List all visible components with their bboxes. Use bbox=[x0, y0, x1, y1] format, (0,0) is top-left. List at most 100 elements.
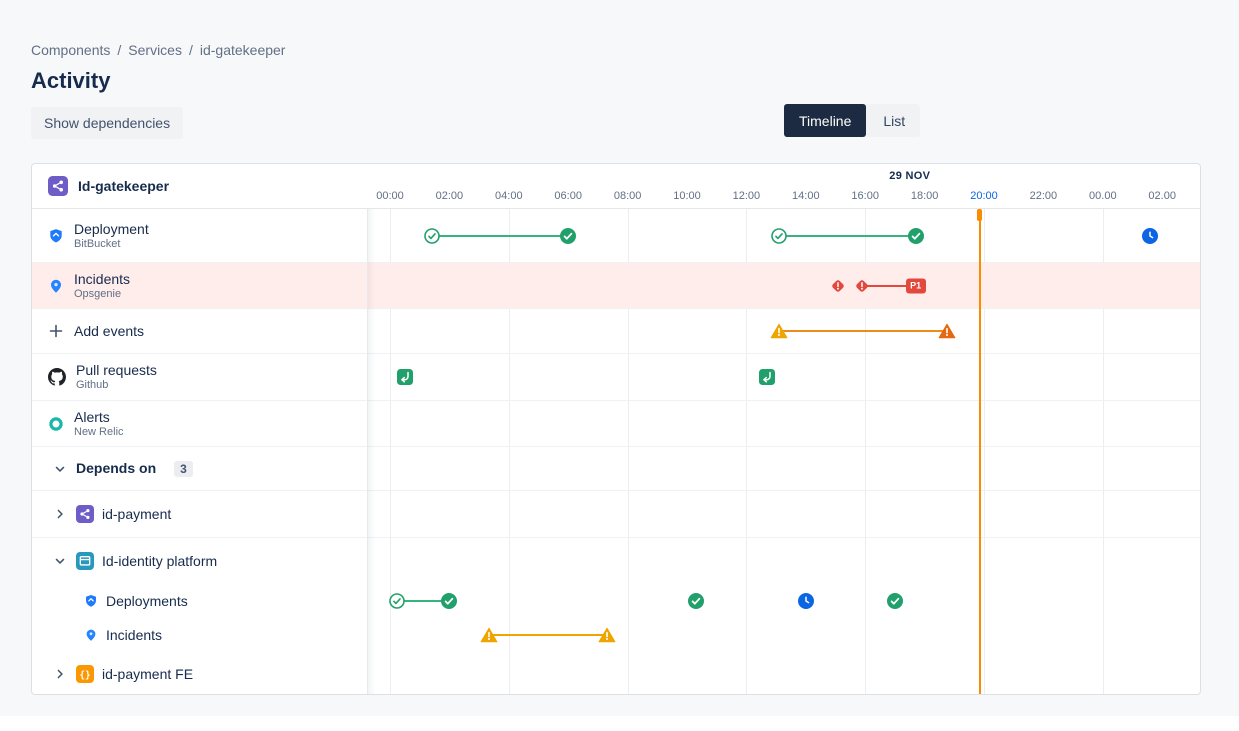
event-check-filled-icon[interactable] bbox=[560, 227, 577, 244]
droplet-icon bbox=[48, 278, 64, 294]
row-labels: Depends on bbox=[76, 460, 156, 477]
row-sublabel: Github bbox=[76, 379, 109, 391]
page-title: Activity bbox=[31, 68, 111, 93]
row-sidebar-add-events[interactable]: Add events bbox=[32, 309, 367, 353]
chevron-down-icon[interactable] bbox=[52, 554, 68, 568]
row-sidebar-depends-on[interactable]: Depends on 3 bbox=[32, 447, 367, 490]
event-alert-red-icon[interactable] bbox=[855, 278, 870, 293]
component-icon-orange: {} bbox=[76, 665, 94, 683]
timeline-rows: Deployment BitBucket Incidents Opsgenie P1 Ad… bbox=[32, 209, 1200, 694]
tick-label: 04:00 bbox=[495, 190, 523, 202]
event-range-line bbox=[397, 600, 450, 602]
row-label: id-payment FE bbox=[102, 665, 194, 682]
breadcrumb-link-components[interactable]: Components bbox=[31, 42, 111, 58]
row-label: Depends on bbox=[76, 460, 157, 476]
event-warning-yellow-icon[interactable] bbox=[481, 627, 498, 643]
now-line bbox=[977, 209, 983, 694]
show-dependencies-button[interactable]: Show dependencies bbox=[31, 107, 184, 139]
row-sidebar-id-payment[interactable]: id-payment bbox=[32, 491, 367, 537]
row-sidebar-alerts: Alerts New Relic bbox=[32, 401, 367, 446]
breadcrumb-separator: / bbox=[117, 42, 122, 58]
chevron-down-icon[interactable] bbox=[52, 462, 68, 476]
row-sidebar-id-payment-fe[interactable]: {} id-payment FE bbox=[32, 652, 367, 694]
row-sidebar-id-identity-platform[interactable]: Id-identity platform bbox=[32, 538, 367, 584]
grid-line bbox=[508, 209, 510, 694]
droplet-icon-sm bbox=[84, 628, 98, 642]
row-label: Pull requests bbox=[76, 362, 157, 378]
row-labels: Incidents Opsgenie bbox=[74, 271, 130, 301]
row-lane-incidents: P1 bbox=[367, 263, 1200, 308]
svg-text:{}: {} bbox=[79, 670, 90, 681]
tick-label: 00.00 bbox=[1089, 190, 1117, 202]
row-lane-identity-incidents bbox=[367, 618, 1200, 652]
row-labels: Id-identity platform bbox=[102, 553, 217, 570]
row-identity-incidents: Incidents bbox=[32, 618, 1200, 652]
plus-icon bbox=[48, 323, 64, 339]
event-range-line bbox=[779, 330, 947, 332]
event-check-filled-icon[interactable] bbox=[441, 593, 458, 609]
row-label: Deployment bbox=[74, 220, 149, 237]
row-label: Alerts bbox=[74, 408, 110, 425]
row-label: Incidents bbox=[74, 270, 131, 287]
row-id-identity-platform: Id-identity platform bbox=[32, 538, 1200, 584]
breadcrumb-separator: / bbox=[188, 42, 193, 58]
github-icon bbox=[48, 368, 66, 386]
component-name: Id-gatekeeper bbox=[78, 178, 170, 194]
event-check-filled-icon[interactable] bbox=[907, 227, 924, 244]
event-alert-red-icon[interactable] bbox=[831, 278, 846, 293]
breadcrumb-link-services[interactable]: Services bbox=[128, 42, 182, 58]
row-label: Incidents bbox=[106, 626, 163, 643]
row-sublabel: New Relic bbox=[74, 425, 124, 438]
grid-line bbox=[984, 209, 985, 694]
event-check-filled-icon[interactable] bbox=[687, 593, 704, 609]
row-lane-pull-requests bbox=[367, 354, 1200, 400]
event-warning-yellow-icon[interactable] bbox=[598, 627, 616, 643]
row-pull-requests: Pull requests Github bbox=[32, 354, 1200, 401]
row-labels: Alerts New Relic bbox=[74, 409, 124, 439]
tick-label: 02:00 bbox=[435, 190, 464, 202]
row-sublabel: Opsgenie bbox=[74, 287, 122, 300]
grid-line bbox=[1102, 209, 1104, 694]
event-check-outline-icon[interactable] bbox=[771, 227, 787, 244]
row-deployment: Deployment BitBucket bbox=[32, 209, 1200, 263]
date-label: 29 NOV bbox=[889, 170, 931, 182]
event-pr-green-icon[interactable] bbox=[396, 369, 413, 385]
event-range-line bbox=[489, 634, 607, 636]
tick-label: 08:00 bbox=[613, 190, 642, 202]
event-clock-blue-icon[interactable] bbox=[1142, 227, 1159, 244]
row-incidents: Incidents Opsgenie P1 bbox=[32, 263, 1200, 309]
event-check-filled-icon[interactable] bbox=[886, 593, 903, 609]
event-range-line bbox=[431, 234, 569, 237]
event-clock-blue-icon[interactable] bbox=[797, 593, 814, 609]
row-sidebar-pull-requests: Pull requests Github bbox=[32, 354, 367, 400]
chevron-right-icon[interactable] bbox=[52, 667, 68, 681]
event-p1-badge-icon[interactable]: P1 bbox=[905, 278, 926, 293]
tick-label: 16:00 bbox=[851, 190, 879, 202]
event-warning-yellow-icon[interactable] bbox=[770, 323, 788, 339]
row-sidebar-identity-incidents: Incidents bbox=[32, 618, 367, 652]
event-pr-green-icon[interactable] bbox=[759, 369, 776, 385]
row-lane-add-events bbox=[367, 309, 1200, 353]
chevron-right-icon[interactable] bbox=[52, 507, 68, 521]
event-warning-orange-icon[interactable] bbox=[938, 323, 956, 339]
row-sidebar-deployment: Deployment BitBucket bbox=[32, 209, 367, 262]
view-tab-timeline[interactable]: Timeline bbox=[784, 104, 867, 137]
row-sublabel: BitBucket bbox=[74, 237, 121, 250]
tick-label: 00:00 bbox=[376, 190, 404, 202]
row-label: Deployments bbox=[106, 592, 188, 609]
component-icon-purple bbox=[76, 505, 94, 523]
row-id-payment: id-payment bbox=[32, 491, 1200, 538]
sidebar-divider bbox=[367, 209, 368, 694]
tick-label: 14:00 bbox=[792, 190, 820, 202]
event-check-outline-icon[interactable] bbox=[389, 593, 406, 609]
row-label[interactable]: Add events bbox=[74, 322, 145, 339]
timeline-header: 29 NOV 00:00 02:00 04:00 06:00 08:00 10:00 12:… bbox=[367, 164, 1200, 208]
grid-line bbox=[746, 209, 748, 694]
panel-header: Id-gatekeeper 29 NOV 00:00 02:00 04:00 06:0… bbox=[32, 164, 1200, 209]
breadcrumb-link-id-gatekeeper[interactable]: id-gatekeeper bbox=[199, 42, 286, 58]
event-check-outline-icon[interactable] bbox=[423, 227, 440, 244]
row-depends-on: Depends on 3 bbox=[32, 447, 1200, 491]
view-tab-list[interactable]: List bbox=[868, 104, 920, 137]
priority-badge: P1 bbox=[905, 278, 926, 293]
